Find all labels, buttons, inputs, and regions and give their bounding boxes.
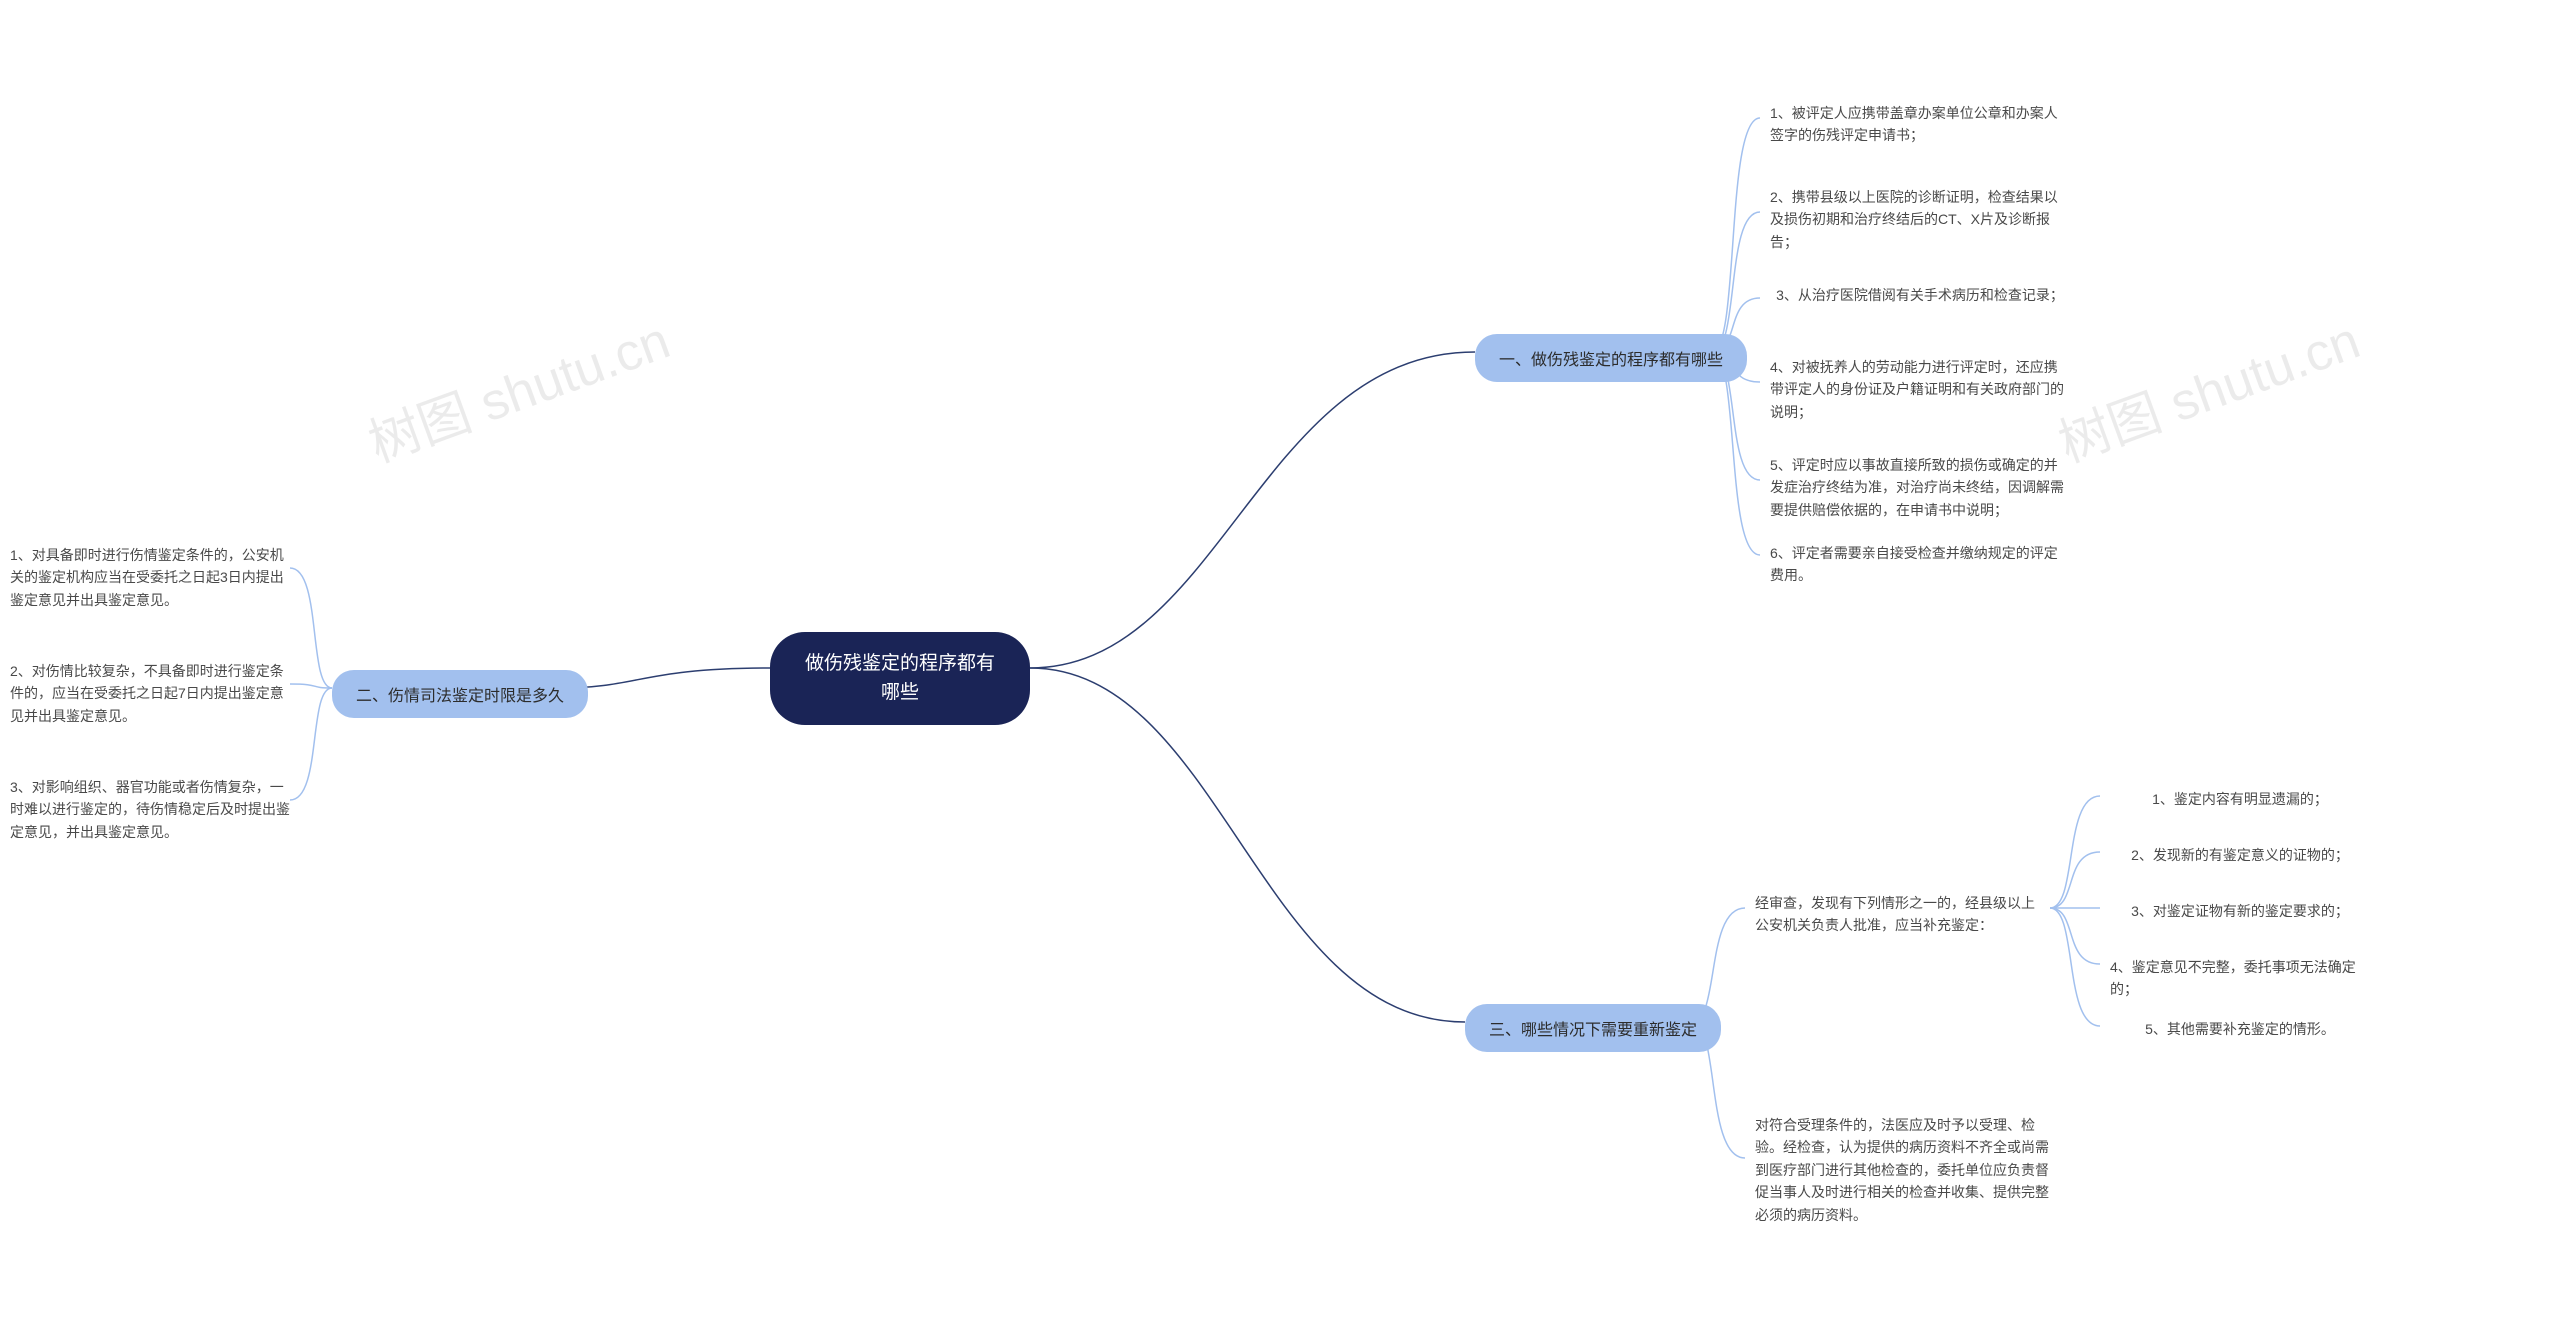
- leaf-b1-6: 6、评定者需要亲自接受检查并缴纳规定的评定费用。: [1770, 538, 2070, 591]
- connector-lines: [0, 0, 2560, 1336]
- branch-2[interactable]: 二、伤情司法鉴定时限是多久: [332, 670, 588, 718]
- leaf-b3-sub2: 对符合受理条件的，法医应及时予以受理、检验。经检查，认为提供的病历资料不齐全或尚…: [1755, 1110, 2055, 1230]
- leaf-b3-sub1-5: 5、其他需要补充鉴定的情形。: [2110, 1014, 2370, 1044]
- leaf-b1-5: 5、评定时应以事故直接所致的损伤或确定的并发症治疗终结为准，对治疗尚未终结，因调…: [1770, 450, 2070, 525]
- watermark-1: 树图 shutu.cn: [357, 298, 679, 476]
- leaf-b3-sub1-label: 经审查，发现有下列情形之一的，经县级以上公安机关负责人批准，应当补充鉴定：: [1755, 888, 2045, 941]
- branch-1[interactable]: 一、做伤残鉴定的程序都有哪些: [1475, 334, 1747, 382]
- leaf-b2-3: 3、对影响组织、器官功能或者伤情复杂，一时难以进行鉴定的，待伤情稳定后及时提出鉴…: [10, 772, 290, 847]
- leaf-b2-2: 2、对伤情比较复杂，不具备即时进行鉴定条件的，应当在受委托之日起7日内提出鉴定意…: [10, 656, 290, 731]
- leaf-b2-1: 1、对具备即时进行伤情鉴定条件的，公安机关的鉴定机构应当在受委托之日起3日内提出…: [10, 540, 290, 615]
- leaf-b3-sub1-4: 4、鉴定意见不完整，委托事项无法确定的；: [2110, 952, 2370, 1005]
- leaf-b1-4: 4、对被抚养人的劳动能力进行评定时，还应携带评定人的身份证及户籍证明和有关政府部…: [1770, 352, 2070, 427]
- watermark-2: 树图 shutu.cn: [2047, 298, 2369, 476]
- leaf-b3-sub1-3: 3、对鉴定证物有新的鉴定要求的；: [2110, 896, 2370, 926]
- leaf-b1-1: 1、被评定人应携带盖章办案单位公章和办案人签字的伤残评定申请书；: [1770, 98, 2070, 151]
- root-node[interactable]: 做伤残鉴定的程序都有哪些: [770, 632, 1030, 725]
- leaf-b3-sub1-2: 2、发现新的有鉴定意义的证物的；: [2110, 840, 2370, 870]
- leaf-b3-sub1-1: 1、鉴定内容有明显遗漏的；: [2110, 784, 2370, 814]
- leaf-b1-2: 2、携带县级以上医院的诊断证明，检查结果以及损伤初期和治疗终结后的CT、X片及诊…: [1770, 182, 2070, 257]
- branch-3[interactable]: 三、哪些情况下需要重新鉴定: [1465, 1004, 1721, 1052]
- leaf-b1-3: 3、从治疗医院借阅有关手术病历和检查记录；: [1770, 280, 2070, 310]
